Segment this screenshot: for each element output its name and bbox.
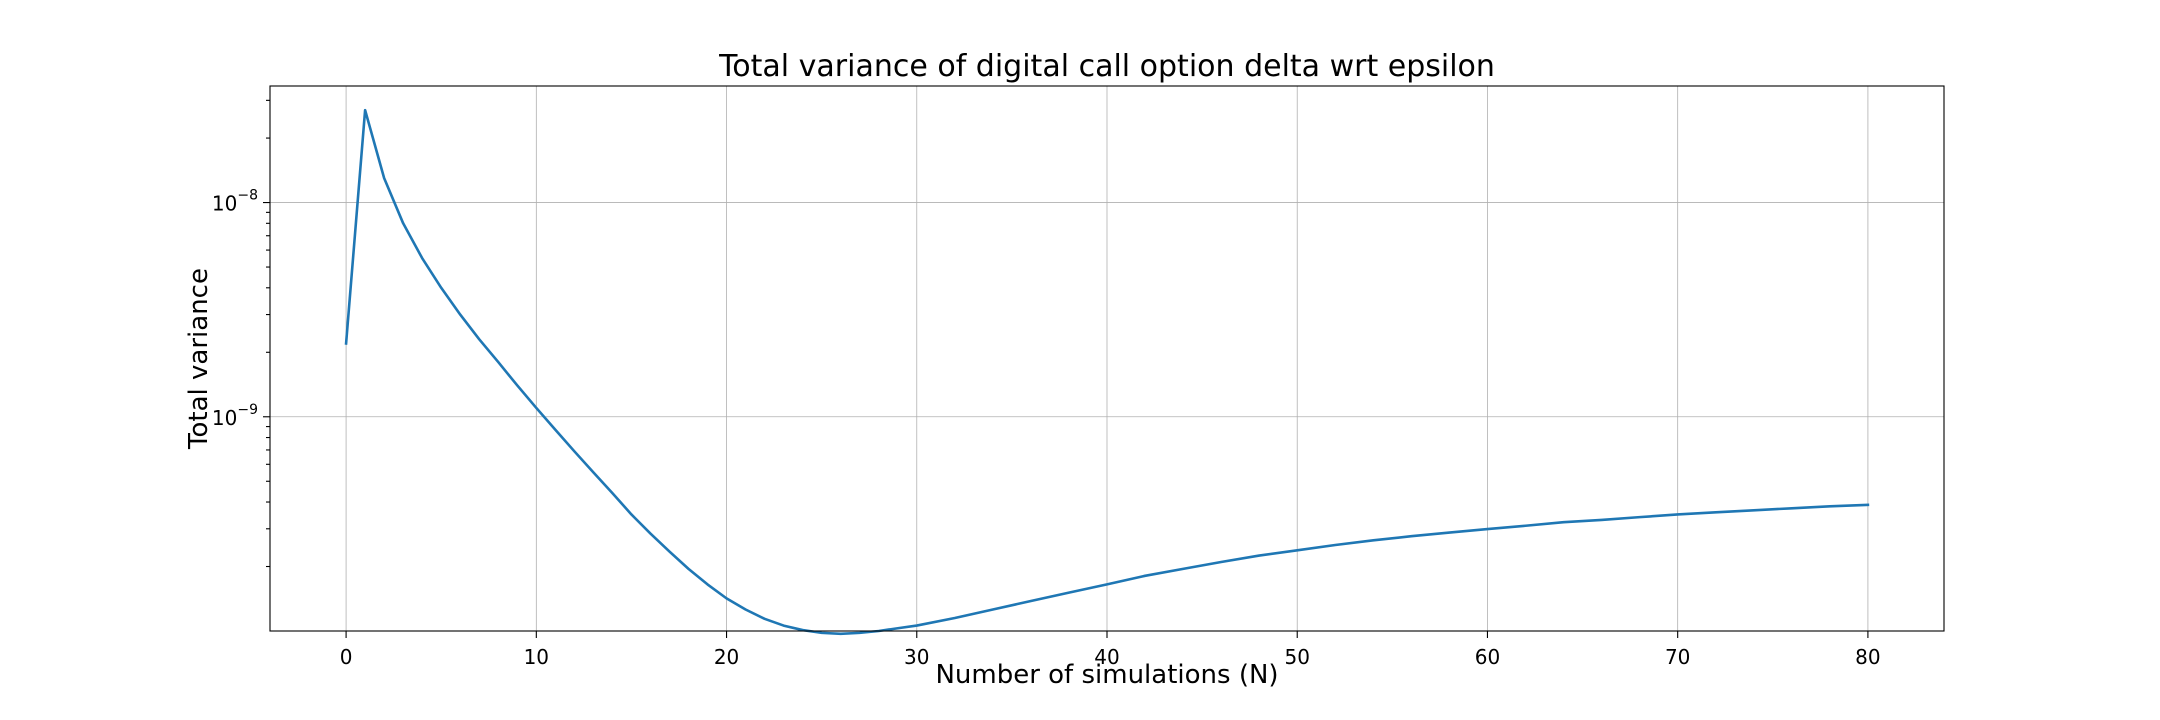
y-tick-label: 10−8 <box>212 188 258 216</box>
x-tick-label: 80 <box>1855 645 1880 669</box>
x-tick-label: 30 <box>904 645 929 669</box>
chart-title: Total variance of digital call option de… <box>718 49 1495 84</box>
x-axis-label: Number of simulations (N) <box>935 660 1278 690</box>
y-axis-label: Total variance <box>184 268 214 450</box>
x-tick-label: 50 <box>1285 645 1310 669</box>
x-tick-label: 20 <box>714 645 739 669</box>
grid <box>270 86 1944 631</box>
x-tick-label: 60 <box>1475 645 1500 669</box>
x-tick-label: 10 <box>524 645 549 669</box>
x-tick-label: 0 <box>340 645 353 669</box>
x-tick-label: 40 <box>1094 645 1119 669</box>
x-tick-label: 70 <box>1665 645 1690 669</box>
ticks: 0 10 20 30 40 50 60 70 80 10−9 10−8 <box>212 99 1881 669</box>
y-tick-label: 10−9 <box>212 402 258 430</box>
series-line <box>344 108 1870 636</box>
